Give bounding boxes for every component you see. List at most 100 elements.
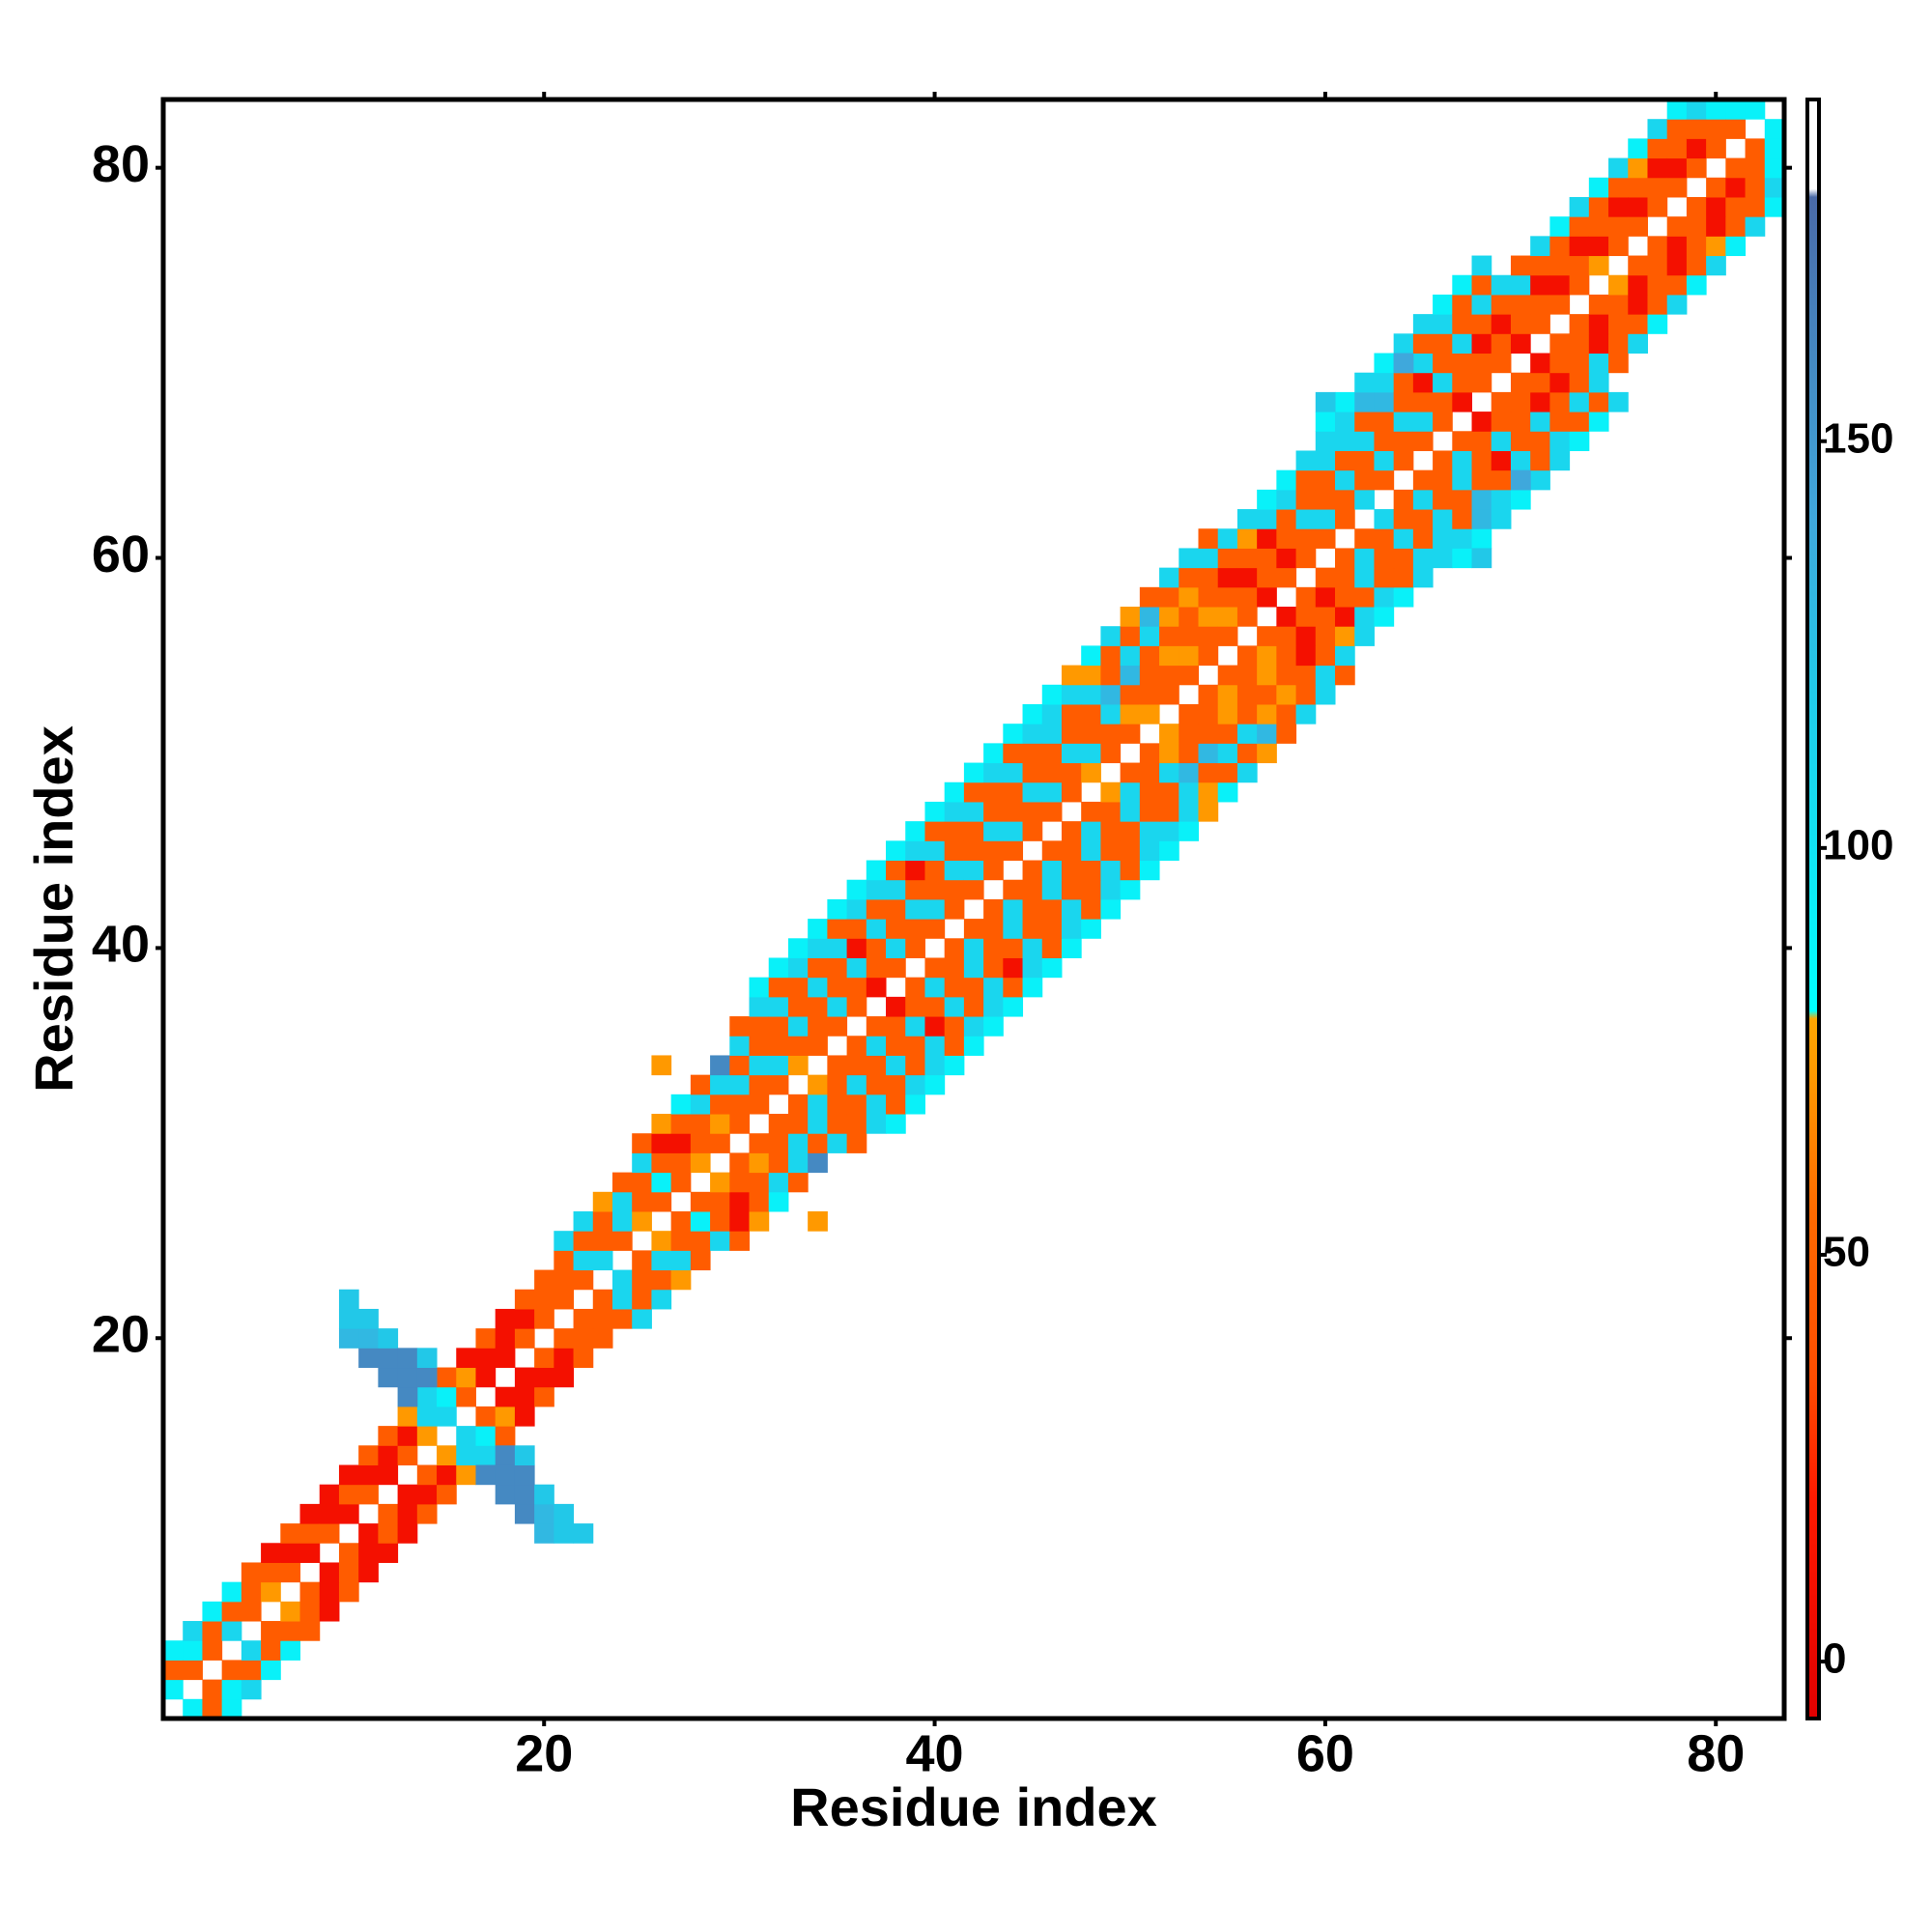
- heatmap-cell: [1510, 391, 1531, 412]
- heatmap-cell: [514, 1289, 535, 1310]
- heatmap-cell: [905, 996, 925, 1017]
- heatmap-cell: [1120, 762, 1141, 783]
- heatmap-cell: [1179, 703, 1199, 724]
- heatmap-cell: [983, 743, 1004, 764]
- heatmap-cell: [1295, 645, 1317, 667]
- heatmap-cell: [1433, 450, 1453, 471]
- colorbar-tick-label: 150: [1823, 414, 1893, 462]
- heatmap-cell: [1041, 860, 1063, 881]
- heatmap-cell: [1706, 138, 1726, 159]
- heatmap-cell: [1257, 509, 1277, 529]
- heatmap-cell: [1257, 665, 1277, 686]
- heatmap-cell: [1686, 236, 1707, 257]
- heatmap-cell: [905, 1055, 925, 1076]
- heatmap-cell: [670, 1152, 692, 1174]
- heatmap-cell: [944, 860, 965, 881]
- x-tick-label: 40: [906, 1724, 964, 1782]
- heatmap-cell: [1139, 840, 1160, 862]
- heatmap-cell: [827, 898, 848, 920]
- heatmap-cell: [1647, 274, 1668, 296]
- heatmap-cell: [1706, 255, 1726, 276]
- heatmap-cell: [905, 1016, 925, 1037]
- heatmap-cell: [221, 1601, 242, 1622]
- heatmap-cell: [905, 1036, 925, 1056]
- heatmap-cell: [1666, 177, 1688, 198]
- heatmap-cell: [1100, 801, 1122, 822]
- heatmap-cell: [1569, 333, 1590, 355]
- heatmap-cell: [1530, 469, 1550, 491]
- heatmap-cell: [554, 1367, 575, 1388]
- heatmap-cell: [905, 860, 925, 881]
- heatmap-cell: [514, 1308, 535, 1329]
- heatmap-cell: [886, 1055, 906, 1076]
- heatmap-cell: [241, 1581, 262, 1603]
- heatmap-cell: [1198, 528, 1219, 549]
- heatmap-cell: [651, 1269, 672, 1291]
- heatmap-cell: [1295, 509, 1317, 529]
- heatmap-cell: [670, 1114, 692, 1134]
- heatmap-cell: [866, 879, 887, 900]
- heatmap-cell: [1354, 586, 1375, 608]
- heatmap-cell: [1452, 314, 1473, 334]
- heatmap-cell: [1569, 274, 1590, 296]
- heatmap-cell: [1530, 255, 1550, 276]
- heatmap-cell: [1491, 333, 1512, 355]
- heatmap-cell: [1198, 645, 1219, 667]
- heatmap-cell: [280, 1601, 301, 1622]
- heatmap-cell: [1022, 879, 1043, 900]
- heatmap-cell: [1354, 626, 1375, 646]
- heatmap-cell: [416, 1367, 438, 1388]
- heatmap-cell: [866, 1074, 887, 1095]
- heatmap-cell: [573, 1231, 594, 1251]
- heatmap-cell: [319, 1562, 340, 1583]
- heatmap-cell: [416, 1503, 438, 1524]
- heatmap-cell: [378, 1523, 399, 1544]
- heatmap-cell: [1491, 391, 1512, 412]
- heatmap-cell: [1022, 898, 1043, 920]
- heatmap-cell: [1022, 762, 1043, 783]
- heatmap-cell: [963, 938, 984, 958]
- heatmap-cell: [416, 1484, 438, 1505]
- heatmap-cell: [397, 1406, 418, 1427]
- heatmap-cell: [1236, 762, 1258, 783]
- heatmap-cell: [1452, 528, 1473, 549]
- heatmap-cell: [670, 1250, 692, 1271]
- heatmap-cell: [319, 1503, 340, 1524]
- heatmap-cell: [1022, 957, 1043, 979]
- heatmap-cell: [710, 1231, 730, 1251]
- heatmap-cell: [554, 1503, 575, 1524]
- heatmap-cell: [1374, 353, 1395, 374]
- heatmap-cell: [905, 840, 925, 862]
- heatmap-cell: [1315, 528, 1336, 549]
- heatmap-cell: [983, 919, 1004, 939]
- heatmap-cell: [1257, 743, 1277, 764]
- heatmap-cell: [768, 1191, 789, 1212]
- heatmap-cell: [611, 1231, 633, 1251]
- heatmap-cell: [1335, 391, 1355, 412]
- heatmap-cell: [983, 821, 1004, 841]
- heatmap-cell: [1120, 860, 1141, 881]
- heatmap-cell: [534, 1348, 554, 1369]
- heatmap-cell: [1666, 255, 1688, 276]
- heatmap-cell: [787, 977, 809, 998]
- heatmap-cell: [554, 1289, 575, 1310]
- heatmap-cell: [1628, 255, 1648, 276]
- heatmap-cell: [808, 1074, 828, 1095]
- heatmap-cell: [1120, 840, 1141, 862]
- heatmap-cell: [358, 1445, 379, 1465]
- heatmap-cell: [670, 1172, 692, 1193]
- heatmap-cell: [475, 1406, 497, 1427]
- heatmap-cell: [1374, 412, 1395, 432]
- heatmap-cell: [1061, 743, 1082, 764]
- heatmap-cell: [573, 1269, 594, 1291]
- heatmap-cell: [670, 1094, 692, 1115]
- heatmap-cell: [768, 1074, 789, 1095]
- heatmap-cell: [768, 957, 789, 979]
- heatmap-cell: [1686, 196, 1707, 217]
- heatmap-cell: [1081, 919, 1101, 939]
- heatmap-cell: [1628, 216, 1648, 237]
- heatmap-cell: [1764, 119, 1785, 139]
- heatmap-cell: [1100, 898, 1122, 920]
- heatmap-cell: [378, 1543, 399, 1563]
- heatmap-cell: [1022, 977, 1043, 998]
